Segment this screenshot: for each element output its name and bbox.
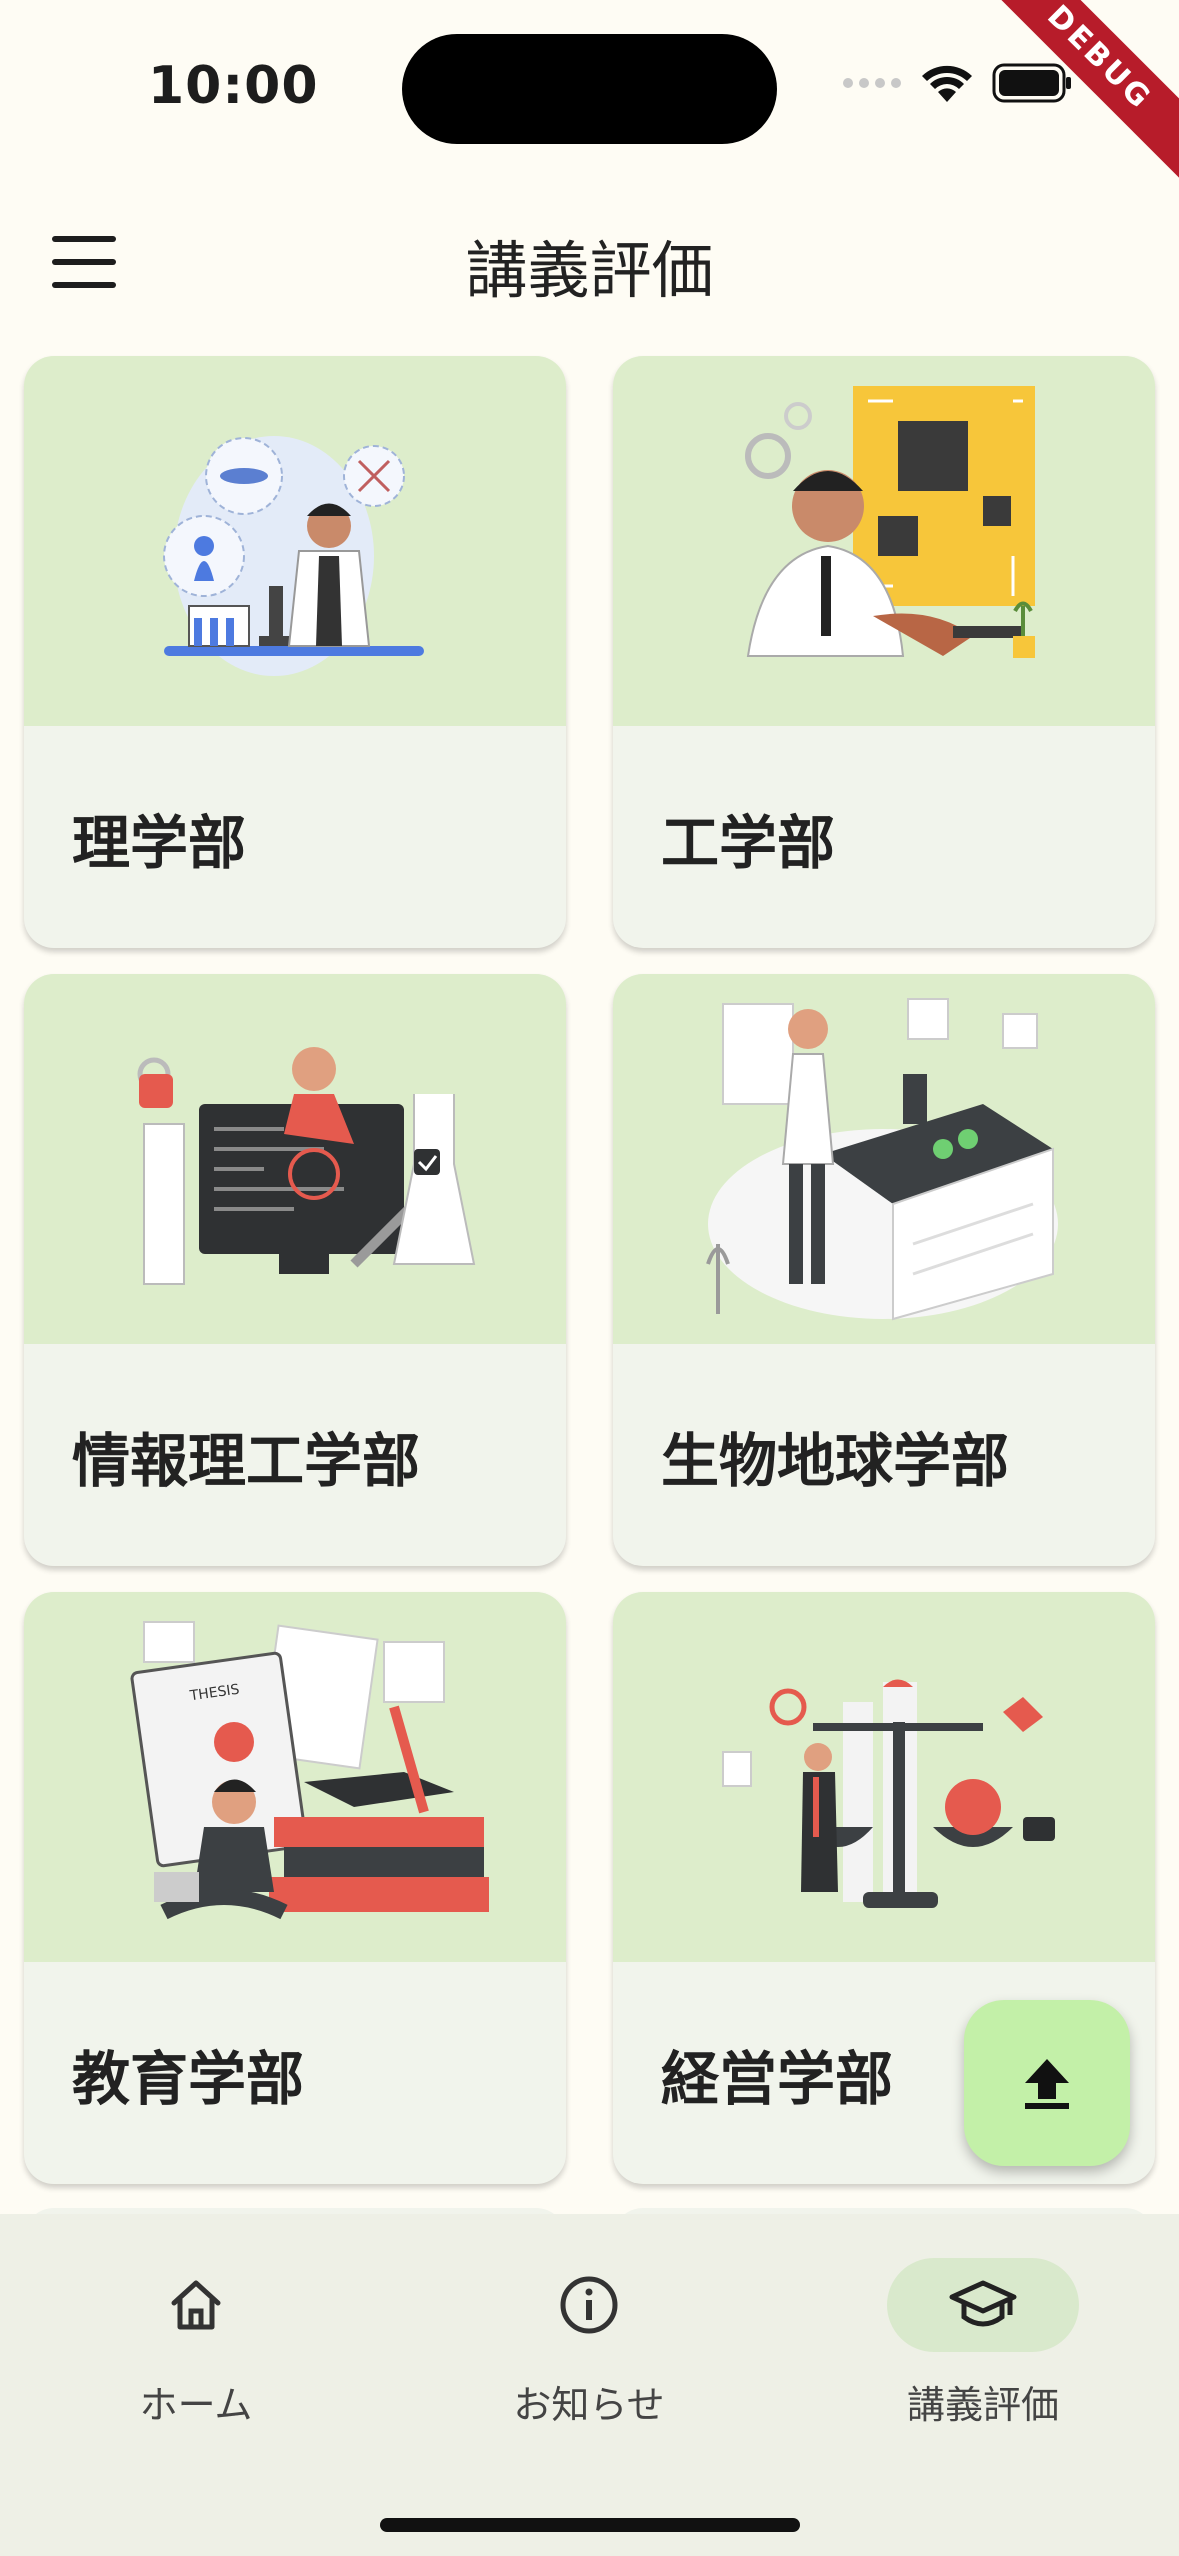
nav-item-notices[interactable]: お知らせ	[439, 2258, 739, 2429]
science-illustration	[24, 356, 566, 726]
faculty-label: 教育学部	[72, 2045, 305, 2113]
page-title: 講義評価	[465, 234, 714, 307]
status-time: 10:00	[148, 56, 319, 116]
info-icon	[560, 2276, 618, 2334]
bottom-navigation-bar: ホーム お知らせ 講義評価	[0, 2214, 1179, 2556]
business-illustration	[613, 1592, 1155, 1962]
nav-icon-container-active	[887, 2258, 1079, 2352]
wifi-icon	[922, 65, 972, 102]
upload-button[interactable]	[964, 2000, 1130, 2166]
nav-icon-container	[493, 2258, 685, 2352]
hamburger-menu-icon[interactable]	[52, 236, 116, 288]
faculty-label: 理学部	[72, 809, 247, 877]
nav-label-notices: お知らせ	[513, 2383, 665, 2427]
status-indicators	[842, 62, 1072, 104]
engineering-illustration	[613, 356, 1155, 726]
upload-icon	[1025, 2059, 1069, 2109]
faculty-card-engineering[interactable]: 工学部	[613, 356, 1155, 948]
cellular-signal-icon	[843, 78, 901, 88]
graduation-cap-icon	[949, 2280, 1017, 2327]
faculty-card-education[interactable]: THESIS 教育学部	[24, 1592, 566, 2184]
nav-icon-container	[100, 2258, 292, 2352]
biosphere-geoscience-illustration	[613, 974, 1155, 1344]
battery-icon	[992, 63, 1071, 103]
faculty-card-science[interactable]: 理学部	[24, 356, 566, 948]
svg-text:THESIS: THESIS	[188, 1682, 241, 1705]
nav-label-home: ホーム	[139, 2383, 253, 2427]
home-indicator[interactable]	[380, 2518, 800, 2532]
faculty-card-biosphere-geoscience[interactable]: 生物地球学部	[613, 974, 1155, 1566]
information-science-illustration	[24, 974, 566, 1344]
faculty-label: 工学部	[661, 809, 836, 877]
home-icon	[171, 2280, 221, 2330]
education-illustration: THESIS	[24, 1592, 566, 1962]
faculty-label: 経営学部	[661, 2045, 894, 2113]
dynamic-island	[402, 34, 777, 144]
nav-item-lecture-evaluation[interactable]: 講義評価	[833, 2258, 1133, 2429]
nav-item-home[interactable]: ホーム	[46, 2258, 346, 2429]
nav-label-lecture-evaluation: 講義評価	[906, 2383, 1059, 2427]
faculty-card-information-science[interactable]: 情報理工学部	[24, 974, 566, 1566]
faculty-label: 生物地球学部	[661, 1427, 1010, 1495]
faculty-label: 情報理工学部	[72, 1427, 421, 1495]
